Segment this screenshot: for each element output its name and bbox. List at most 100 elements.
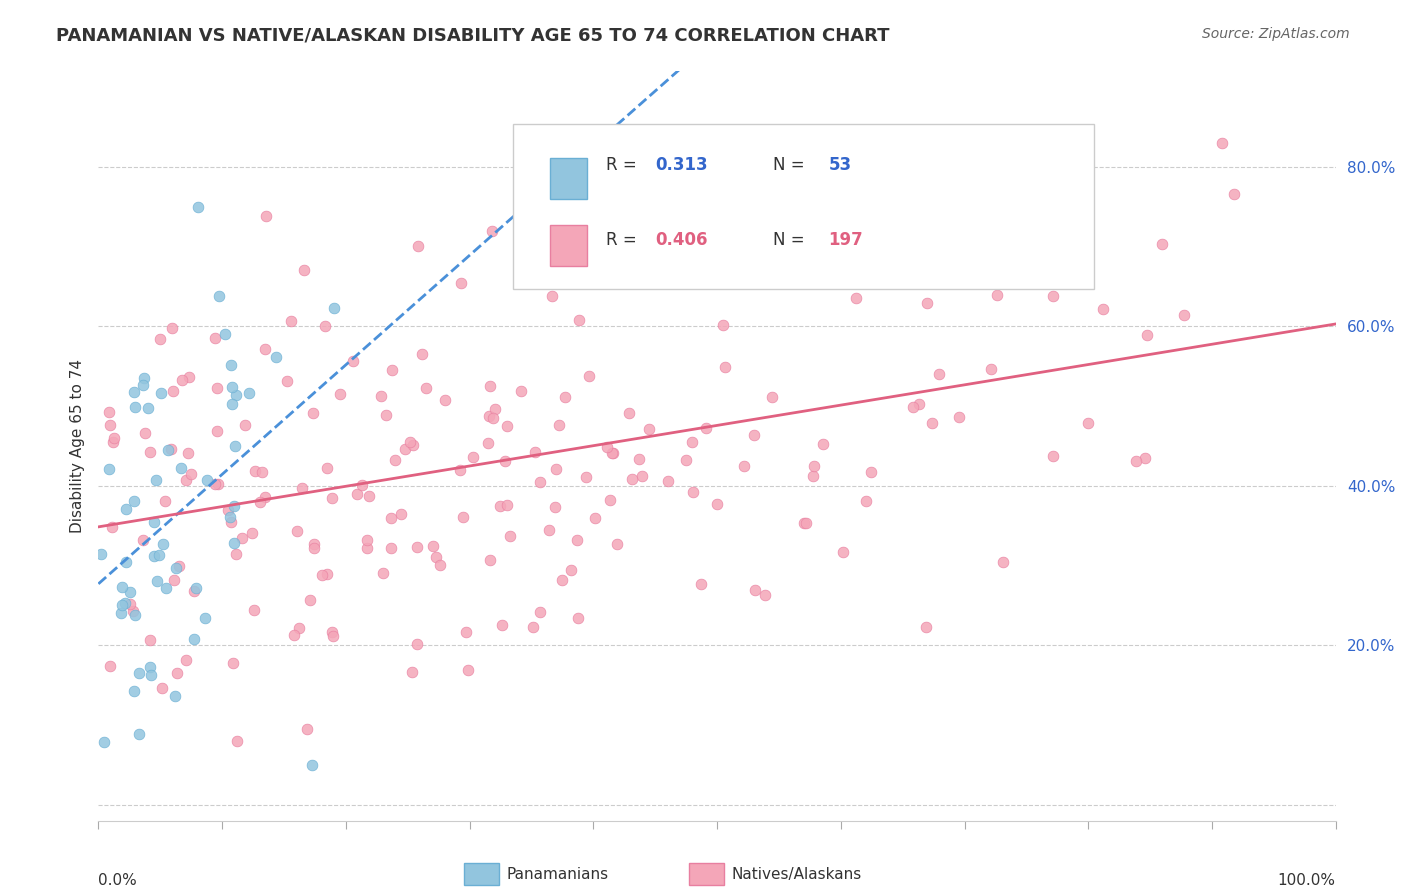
Point — [405, 541, 427, 555]
Point — [177, 370, 200, 384]
Point — [761, 390, 783, 404]
Point — [370, 389, 392, 403]
Point — [205, 424, 228, 438]
Point — [456, 624, 478, 639]
Point — [114, 596, 136, 610]
Point — [118, 597, 141, 611]
Point — [322, 629, 344, 643]
Point — [128, 666, 150, 681]
Point — [823, 235, 845, 250]
Point — [583, 511, 606, 525]
Point — [288, 621, 311, 635]
Point — [744, 582, 766, 597]
Point — [314, 318, 336, 333]
Point — [1152, 236, 1174, 251]
Point — [986, 288, 1008, 302]
Point — [477, 436, 499, 450]
Point — [136, 401, 159, 415]
Text: Natives/Alaskans: Natives/Alaskans — [731, 867, 862, 881]
Point — [122, 494, 145, 508]
Point — [153, 493, 176, 508]
Text: 0.313: 0.313 — [655, 156, 707, 174]
Text: 100.0%: 100.0% — [1278, 873, 1336, 888]
Point — [138, 632, 160, 647]
Point — [219, 510, 242, 524]
Point — [121, 604, 143, 618]
Point — [128, 727, 150, 741]
Point — [98, 461, 121, 475]
Point — [389, 507, 412, 521]
Point — [160, 442, 183, 456]
Point — [415, 381, 437, 395]
Text: N =: N = — [773, 231, 810, 249]
Point — [208, 289, 231, 303]
Point — [449, 463, 471, 477]
Point — [243, 464, 266, 478]
Point — [143, 515, 166, 529]
Point — [321, 624, 343, 639]
Point — [529, 475, 551, 490]
Point — [177, 446, 200, 460]
Point — [494, 454, 516, 468]
Point — [384, 453, 406, 467]
Point — [801, 469, 824, 483]
Point — [356, 533, 378, 548]
Point — [429, 558, 451, 572]
Point — [578, 368, 600, 383]
Point — [225, 547, 247, 561]
Point — [607, 232, 630, 246]
Point — [551, 574, 574, 588]
Point — [544, 462, 567, 476]
Point — [187, 200, 209, 214]
Point — [380, 541, 402, 555]
Point — [733, 458, 755, 473]
Point — [676, 176, 699, 190]
Point — [903, 401, 925, 415]
Point — [637, 422, 659, 436]
FancyBboxPatch shape — [550, 225, 588, 266]
Point — [602, 446, 624, 460]
Point — [489, 499, 512, 513]
Point — [197, 474, 219, 488]
Point — [666, 231, 689, 245]
Point — [811, 437, 834, 451]
Point — [957, 260, 980, 274]
Point — [657, 474, 679, 488]
Point — [221, 397, 243, 411]
Point — [1042, 289, 1064, 303]
Point — [554, 390, 576, 404]
Point — [477, 409, 499, 423]
Point — [634, 167, 657, 181]
Point — [152, 536, 174, 550]
Point — [124, 608, 146, 623]
Point — [484, 402, 506, 417]
Point — [567, 611, 589, 625]
Point — [948, 410, 970, 425]
Text: 197: 197 — [828, 231, 863, 249]
Point — [627, 451, 650, 466]
Point — [754, 588, 776, 602]
Y-axis label: Disability Age 65 to 74: Disability Age 65 to 74 — [69, 359, 84, 533]
Point — [381, 363, 404, 377]
Point — [621, 472, 644, 486]
Point — [921, 416, 943, 430]
Point — [394, 442, 416, 456]
Point — [599, 492, 621, 507]
Point — [162, 384, 184, 399]
Point — [510, 384, 533, 399]
Point — [481, 410, 503, 425]
Point — [166, 665, 188, 680]
Point — [184, 582, 207, 596]
Point — [478, 553, 501, 567]
Point — [138, 659, 160, 673]
Point — [457, 664, 479, 678]
Point — [225, 388, 247, 402]
Point — [160, 321, 183, 335]
Point — [637, 194, 659, 208]
Point — [170, 373, 193, 387]
Point — [915, 620, 938, 634]
Text: PANAMANIAN VS NATIVE/ALASKAN DISABILITY AGE 65 TO 74 CORRELATION CHART: PANAMANIAN VS NATIVE/ALASKAN DISABILITY … — [56, 27, 890, 45]
Point — [143, 549, 166, 564]
Point — [155, 582, 177, 596]
Point — [1211, 136, 1233, 150]
